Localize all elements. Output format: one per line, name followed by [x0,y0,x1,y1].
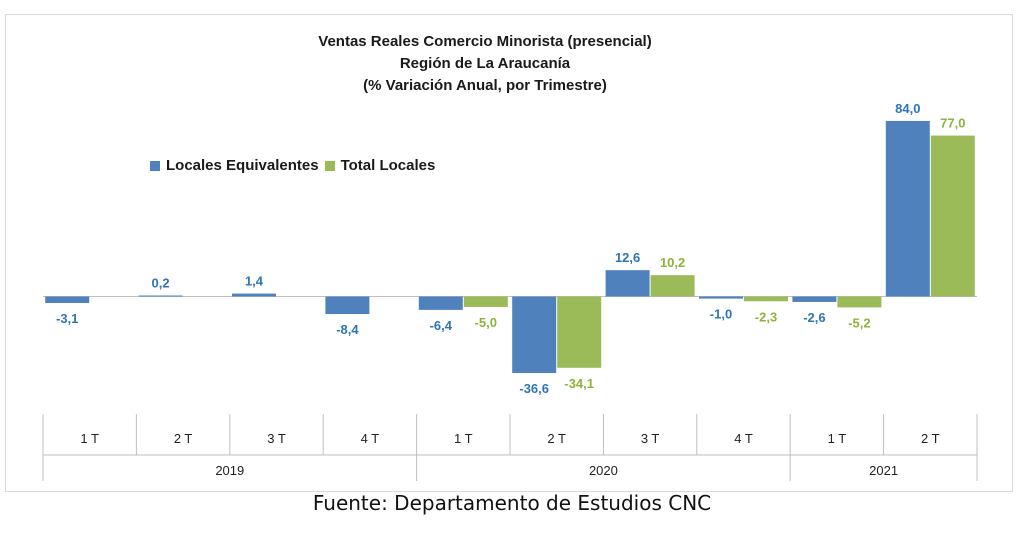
legend-item-series-1: Locales Equivalentes [150,157,319,174]
chart-legend: Locales Equivalentes Total Locales [150,157,441,174]
chart-title: Ventas Reales Comercio Minorista (presen… [5,31,965,97]
category-label-3: 3 T [267,431,286,446]
category-label-5: 1 T [454,431,473,446]
bar-2-10 [930,135,975,297]
bar-1-10 [885,120,930,297]
category-label-8: 4 T [734,431,753,446]
bar-2-7 [650,275,695,297]
bar-1-9 [792,296,837,302]
bar-1-6 [512,296,557,373]
bar-1-3 [232,293,276,297]
chart-title-line-2: Región de La Araucanía [399,55,571,72]
legend-item-series-2: Total Locales [324,157,436,174]
bar-1-7 [605,270,650,297]
category-label-6: 2 T [547,431,566,446]
category-label-7: 3 T [641,431,660,446]
data-label-1-1: -3,1 [56,311,78,326]
data-label-1-10: 84,0 [895,101,920,116]
category-label-10: 2 T [921,431,940,446]
legend-swatch-series-1 [150,160,160,171]
group-label-1: 2019 [215,463,244,478]
data-label-1-4: -8,4 [336,322,359,337]
category-label-4: 4 T [361,431,380,446]
data-label-2-9: -5,2 [848,315,870,330]
legend-label-series-1: Locales Equivalentes [166,157,319,174]
bar-1-4 [325,296,370,315]
chart-title-line-1: Ventas Reales Comercio Minorista (presen… [318,33,652,50]
data-label-2-10: 77,0 [940,116,965,131]
chart-frame [5,14,1013,492]
data-label-1-9: -2,6 [803,310,825,325]
category-label-2: 2 T [174,431,193,446]
bar-1-5 [418,296,463,310]
legend-swatch-series-2 [324,160,335,171]
data-label-1-3: 1,4 [245,274,264,289]
category-label-9: 1 T [828,431,847,446]
bar-2-6 [557,296,602,368]
bar-1-1 [45,296,90,303]
data-label-1-7: 12,6 [615,250,640,265]
legend-label-series-2: Total Locales [340,157,436,174]
group-label-3: 2021 [869,463,898,478]
data-label-2-8: -2,3 [755,309,777,324]
data-label-2-5: -5,0 [475,315,497,330]
category-label-1: 1 T [80,431,99,446]
bar-1-8 [699,296,743,299]
bar-2-9 [837,296,882,308]
data-label-1-2: 0,2 [152,276,170,291]
data-label-1-8: -1,0 [710,307,732,322]
bar-1-2 [138,295,183,297]
bar-2-8 [744,296,788,302]
chart-title-line-3: (% Variación Anual, por Trimestre) [363,77,607,94]
data-label-1-5: -6,4 [430,318,453,333]
group-label-2: 2020 [589,463,618,478]
data-label-2-6: -34,1 [564,376,594,391]
source-note: Fuente: Departamento de Estudios CNC [312,491,712,515]
data-label-2-7: 10,2 [660,255,685,270]
bar-2-5 [463,296,508,307]
data-label-1-6: -36,6 [519,381,549,396]
